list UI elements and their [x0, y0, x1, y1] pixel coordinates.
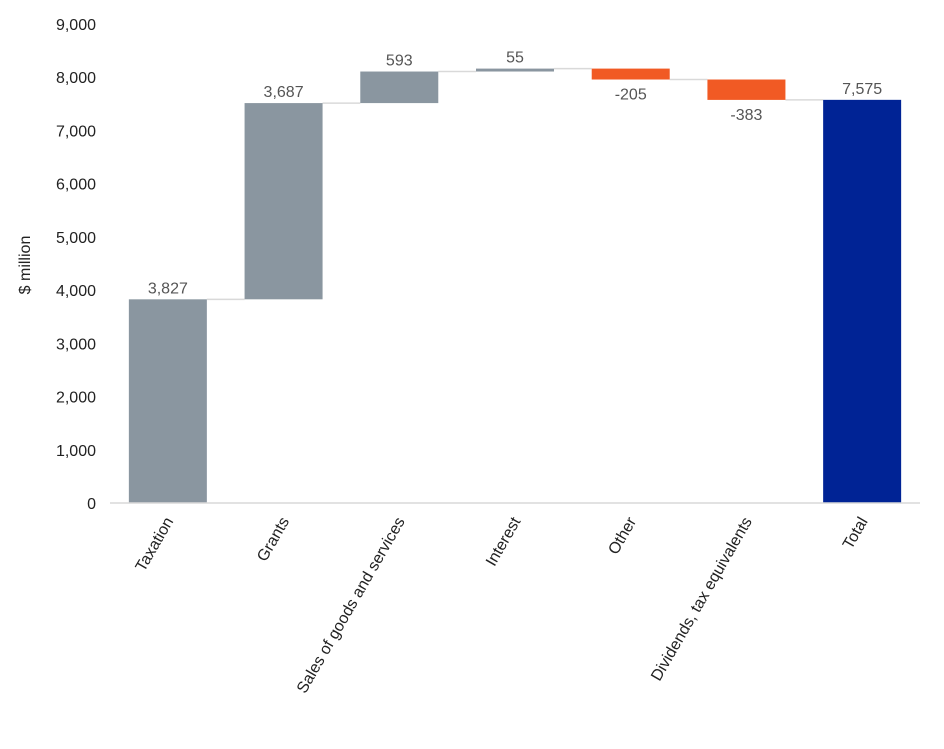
connector-lines [206, 67, 824, 301]
y-tick-label: 2,000 [56, 390, 96, 407]
x-tick-label: Grants [254, 515, 293, 565]
y-tick-label: 3,000 [56, 336, 96, 353]
x-tick-label: Dividends, tax equivalents [648, 515, 756, 684]
x-tick-label: Taxation [133, 515, 178, 575]
data-label: 593 [386, 53, 413, 70]
y-axis-title: $ million [17, 236, 34, 295]
bar-taxation [128, 299, 207, 503]
y-tick-label: 5,000 [56, 230, 96, 247]
bars [128, 68, 902, 503]
y-tick-label: 7,000 [56, 123, 96, 140]
data-label: 7,575 [842, 81, 882, 98]
bar-interest [476, 68, 554, 72]
x-tick-label: Sales of goods and services [294, 515, 409, 697]
x-tick-label: Total [840, 515, 872, 553]
x-axis: Taxation Grants Sales of goods and service… [110, 502, 920, 697]
y-tick-label: 0 [87, 496, 96, 513]
data-label: 55 [506, 50, 524, 67]
data-label: 3,687 [264, 84, 304, 101]
y-tick-label: 1,000 [56, 443, 96, 460]
x-tick-label: Interest [483, 514, 525, 569]
y-tick-label: 8,000 [56, 70, 96, 87]
data-label: 3,827 [148, 280, 188, 297]
data-label: -383 [730, 107, 762, 124]
bar-grants [244, 103, 323, 300]
data-label: -205 [615, 87, 647, 104]
bar-other [591, 68, 670, 80]
y-axis: 0 1,000 2,000 3,000 4,000 5,000 6,000 7,000 8,00… [56, 17, 96, 513]
data-labels: 3,827 3,687 593 55 -205 -383 7,575 [148, 50, 882, 298]
y-tick-label: 9,000 [56, 17, 96, 34]
y-tick-label: 6,000 [56, 177, 96, 194]
bar-sales-of-goods-and-services [360, 71, 439, 104]
x-tick-label: Other [605, 514, 640, 558]
bar-dividends-tax-equivalents [707, 79, 786, 100]
y-tick-label: 4,000 [56, 283, 96, 300]
bar-total [823, 99, 902, 503]
